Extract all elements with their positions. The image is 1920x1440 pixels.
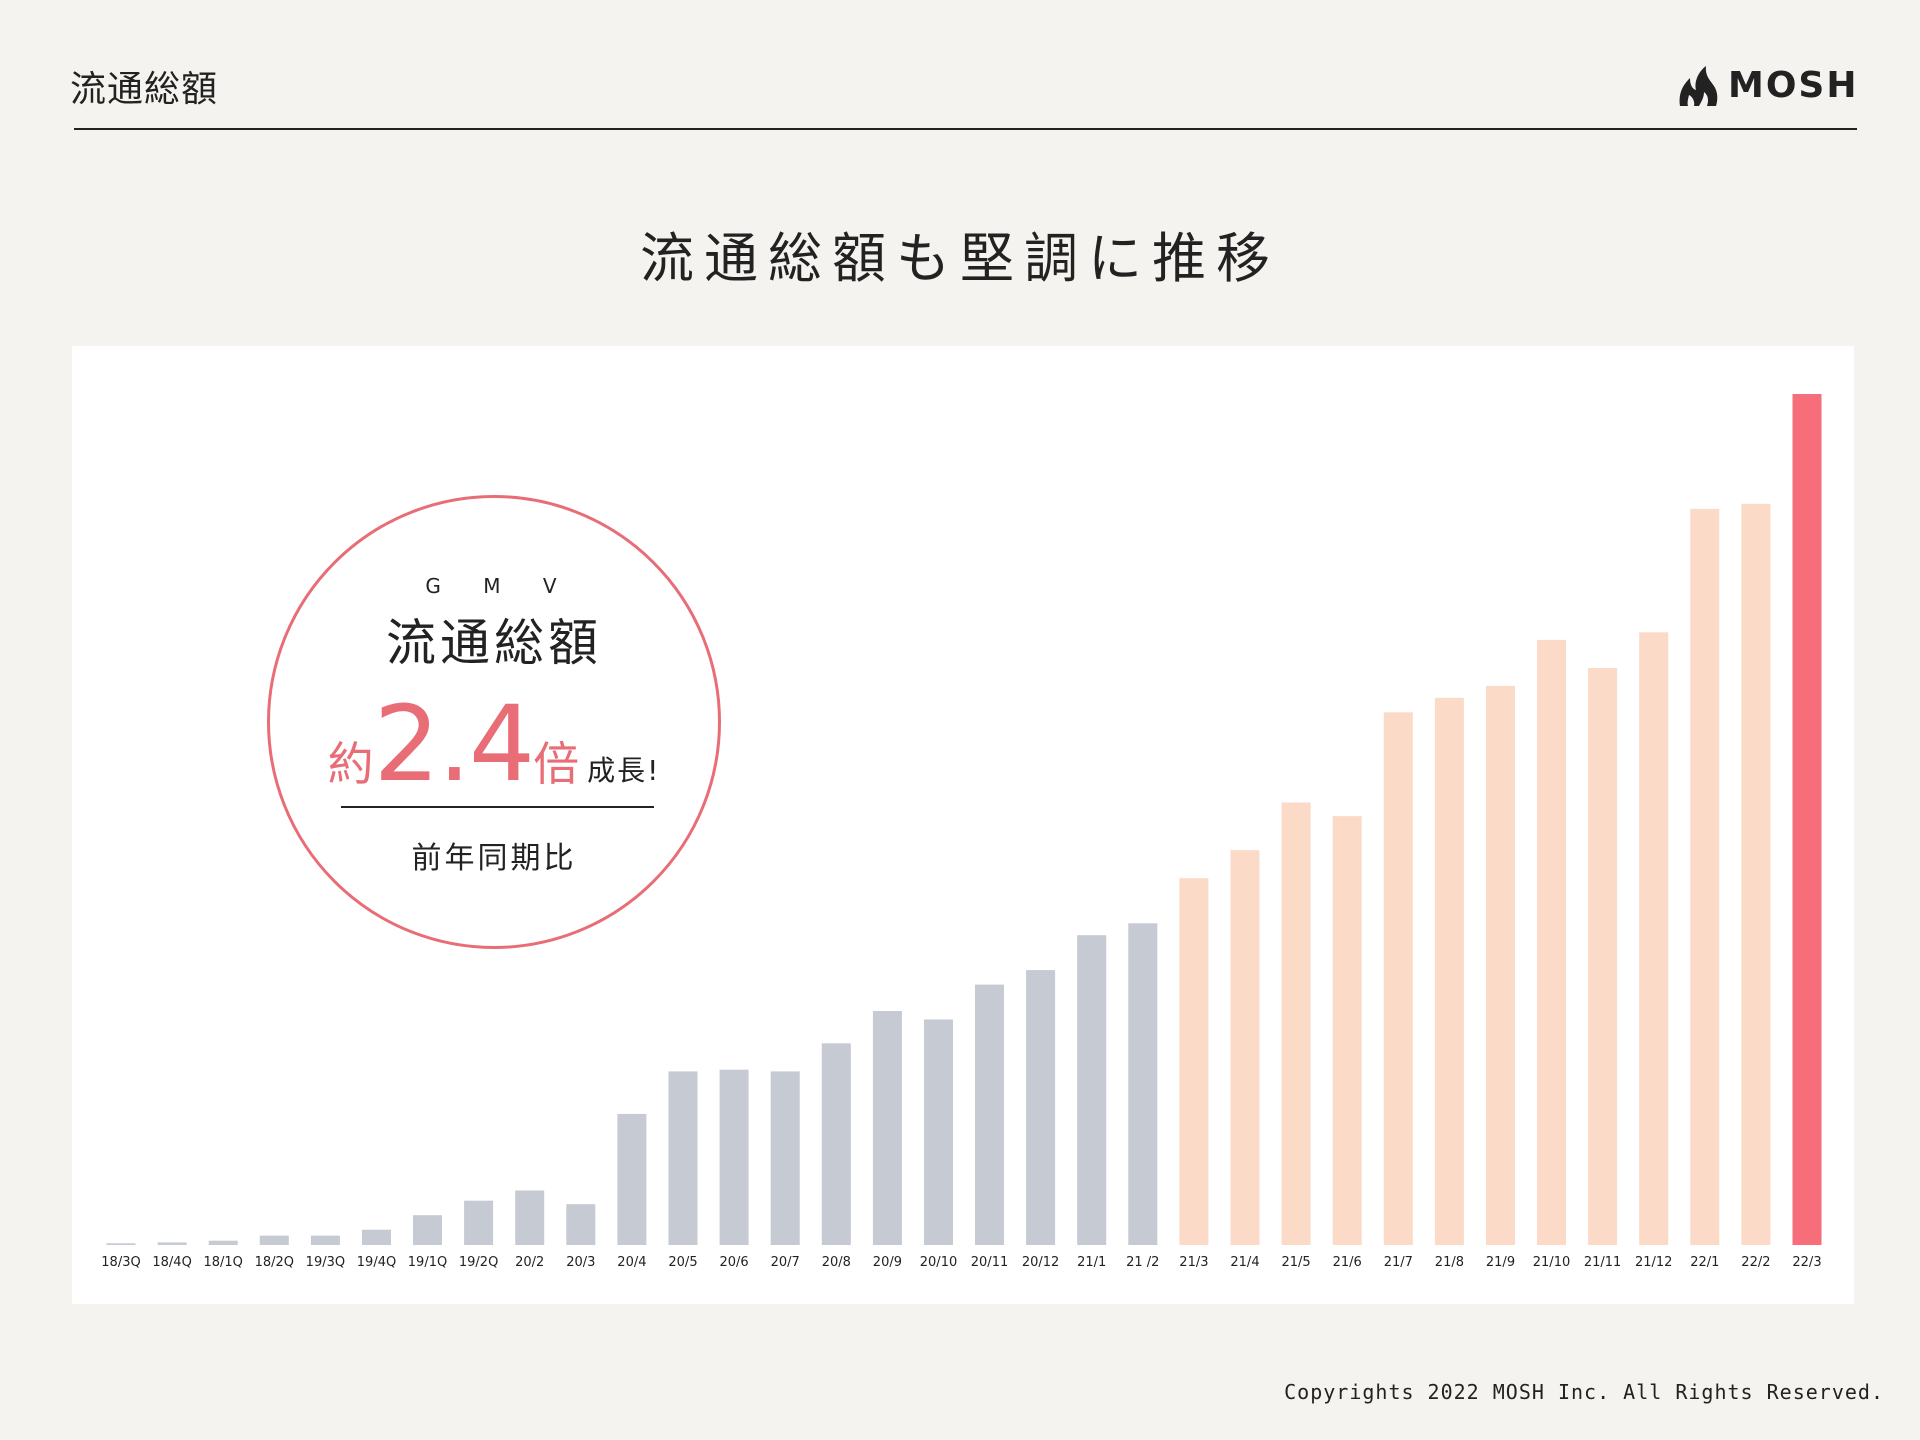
bar-20-7 bbox=[770, 1071, 800, 1245]
bar-19-1Q bbox=[413, 1215, 442, 1245]
bar-20-10 bbox=[924, 1019, 953, 1245]
x-tick-label: 20/6 bbox=[719, 1255, 748, 1270]
x-tick-label: 20/9 bbox=[873, 1255, 902, 1270]
badge-divider bbox=[341, 806, 654, 808]
bar-20-12 bbox=[1026, 970, 1056, 1245]
bar-18-1Q bbox=[208, 1240, 238, 1245]
logo-text: MOSH bbox=[1728, 64, 1859, 106]
bar-21-11 bbox=[1588, 668, 1618, 1245]
gmv-bar-chart: 18/3Q 18/4Q 18/1Q 18/2Q 19/3Q 19/4Q 19/1Q 19/2Q… bbox=[101, 394, 1822, 1270]
bar-18-3Q bbox=[106, 1243, 136, 1245]
badge-prefix: 約 bbox=[327, 737, 374, 791]
bar-21-10 bbox=[1537, 639, 1566, 1245]
bar-21-8 bbox=[1434, 697, 1464, 1245]
x-tick-label: 21/6 bbox=[1333, 1255, 1362, 1270]
x-tick-label: 20/5 bbox=[668, 1255, 697, 1270]
x-tick-label: 21/5 bbox=[1281, 1255, 1310, 1270]
x-tick-label: 20/3 bbox=[566, 1255, 595, 1270]
x-tick-label: 22/3 bbox=[1792, 1255, 1821, 1270]
x-tick-label: 21/3 bbox=[1179, 1255, 1208, 1270]
x-tick-label: 21/7 bbox=[1384, 1255, 1413, 1270]
x-tick-label: 21/8 bbox=[1435, 1255, 1464, 1270]
x-tick-label: 21/1 bbox=[1077, 1255, 1106, 1270]
x-tick-label: 20/11 bbox=[971, 1255, 1008, 1270]
x-tick-label: 21/9 bbox=[1486, 1255, 1515, 1270]
bar-20-2 bbox=[515, 1190, 545, 1245]
x-tick-label: 21/10 bbox=[1533, 1255, 1570, 1270]
bar-18-2Q bbox=[259, 1235, 289, 1245]
x-tick-label: 21/12 bbox=[1635, 1255, 1672, 1270]
bar-21-1 bbox=[1077, 935, 1107, 1245]
bar-20-5 bbox=[668, 1071, 698, 1245]
header-divider bbox=[74, 128, 1857, 130]
x-tick-label: 20/12 bbox=[1022, 1255, 1059, 1270]
copyright: Copyrights 2022 MOSH Inc. All Rights Res… bbox=[1284, 1380, 1884, 1404]
bar-20-9 bbox=[872, 1011, 902, 1245]
growth-badge: G M V 流通総額 約2.4倍 成長! 前年同期比 bbox=[267, 495, 721, 949]
badge-main-figure: 約2.4倍 成長! bbox=[270, 683, 718, 805]
bar-20-8 bbox=[821, 1043, 851, 1245]
headline: 流通総額も堅調に推移 bbox=[640, 227, 1280, 290]
x-tick-label: 19/1Q bbox=[408, 1255, 447, 1270]
badge-value: 2.4 bbox=[373, 683, 535, 805]
chart-panel: 18/3Q 18/4Q 18/1Q 18/2Q 19/3Q 19/4Q 19/1Q 19/2Q… bbox=[72, 346, 1854, 1304]
x-tick-label: 18/2Q bbox=[255, 1255, 294, 1270]
x-tick-label: 20/4 bbox=[617, 1255, 646, 1270]
x-tick-label: 18/3Q bbox=[101, 1255, 140, 1270]
bar-20-3 bbox=[566, 1204, 596, 1245]
badge-note: 前年同期比 bbox=[411, 841, 577, 876]
x-tick-label: 19/3Q bbox=[306, 1255, 345, 1270]
bar-19-2Q bbox=[464, 1200, 494, 1245]
x-tick-label: 21 /2 bbox=[1126, 1255, 1159, 1270]
bar-21-3 bbox=[1179, 878, 1209, 1245]
badge-title: 流通総額 bbox=[386, 614, 602, 672]
bar-18-4Q bbox=[157, 1242, 187, 1245]
bar-21-12 bbox=[1639, 632, 1669, 1245]
x-tick-label: 20/7 bbox=[771, 1255, 800, 1270]
badge-unit: 倍 bbox=[533, 737, 580, 791]
bar-20-4 bbox=[617, 1113, 647, 1245]
badge-subtitle: G M V bbox=[425, 574, 575, 598]
bar-21-9 bbox=[1486, 685, 1515, 1245]
x-tick-label: 21/4 bbox=[1230, 1255, 1259, 1270]
x-tick-label: 22/2 bbox=[1741, 1255, 1770, 1270]
bar-21-5 bbox=[1281, 802, 1311, 1245]
bar-19-4Q bbox=[362, 1229, 391, 1245]
bar-22-2 bbox=[1741, 503, 1771, 1245]
bar-21-4 bbox=[1230, 850, 1260, 1245]
x-tick-label: 20/2 bbox=[515, 1255, 544, 1270]
x-tick-label: 21/11 bbox=[1584, 1255, 1621, 1270]
bar-22-1 bbox=[1690, 508, 1720, 1245]
x-tick-label: 22/1 bbox=[1690, 1255, 1719, 1270]
brand-logo: MOSH bbox=[1676, 62, 1858, 108]
flame-logo-icon bbox=[1679, 66, 1718, 106]
x-tick-label: 18/1Q bbox=[203, 1255, 242, 1270]
bar-21-7 bbox=[1383, 712, 1413, 1245]
bar-21-6 bbox=[1332, 816, 1362, 1245]
bar-20-11 bbox=[975, 984, 1004, 1245]
bar-19-3Q bbox=[310, 1235, 340, 1245]
x-tick-label: 20/8 bbox=[822, 1255, 851, 1270]
x-tick-label: 19/2Q bbox=[459, 1255, 498, 1270]
bar-21-2 bbox=[1128, 923, 1158, 1245]
badge-suffix: 成長! bbox=[587, 754, 661, 787]
bar-20-6 bbox=[719, 1069, 749, 1245]
x-tick-label: 20/10 bbox=[920, 1255, 957, 1270]
x-tick-label: 19/4Q bbox=[357, 1255, 396, 1270]
x-tick-label: 18/4Q bbox=[152, 1255, 191, 1270]
page-title: 流通総額 bbox=[70, 69, 219, 110]
bar-22-3 bbox=[1792, 394, 1822, 1245]
